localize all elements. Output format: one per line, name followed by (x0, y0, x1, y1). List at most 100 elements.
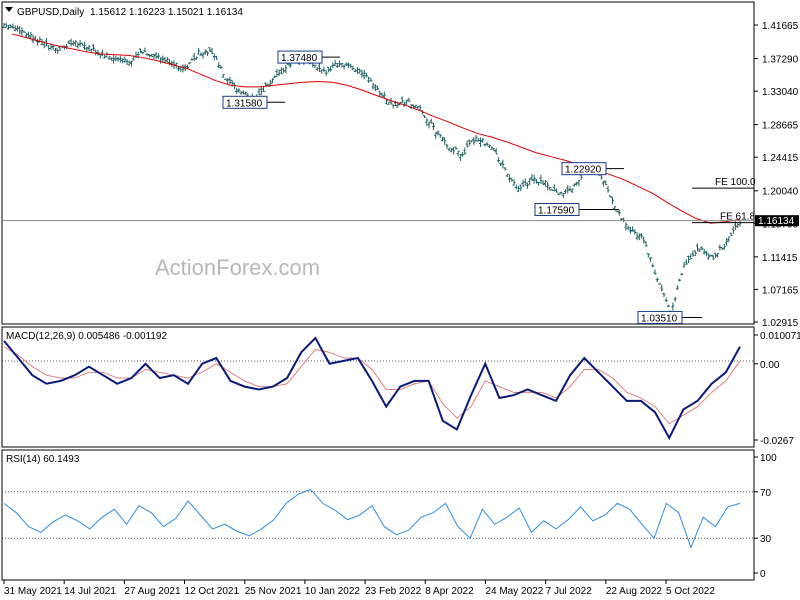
price-bar (152, 54, 156, 60)
price-bar (20, 27, 24, 37)
price-bar (604, 180, 608, 186)
price-bar (270, 78, 274, 84)
moving-average-line (11, 33, 741, 224)
price-bar (355, 67, 359, 74)
price-bar (322, 66, 326, 72)
price-bar (519, 184, 523, 191)
price-annotations: 1.37480 1.31580 1.22920 1.17590 1.03510 FE 10… (222, 50, 756, 324)
price-bar (548, 186, 552, 191)
price-bar (707, 253, 711, 260)
price-bar (657, 283, 661, 285)
macd-y-tick-label: 0.00 (760, 360, 780, 371)
price-bar (313, 64, 317, 69)
price-bar (666, 304, 670, 307)
price-bar (678, 278, 682, 282)
price-bar (512, 179, 516, 186)
price-watermark: ActionForex.com (155, 255, 320, 280)
price-bar (472, 137, 476, 145)
rsi-y-axis: 100 70 30 0 (754, 453, 777, 580)
price-bar (528, 178, 532, 186)
price-bar (492, 147, 496, 152)
macd-line (3, 336, 741, 441)
price-bar (633, 229, 637, 235)
current-price-tag: 1.16134 (755, 215, 799, 227)
price-bar (130, 60, 134, 67)
price-bar (143, 47, 147, 53)
price-bar (510, 177, 514, 182)
price-bar (414, 104, 418, 109)
macd-y-axis: 0.010071 0.00 -0.0267 (754, 331, 800, 447)
price-bar (470, 140, 474, 143)
price-bar (154, 52, 158, 59)
price-bar (56, 48, 60, 54)
price-bar (499, 162, 503, 167)
x-tick-label: 25 Nov 2021 (245, 586, 302, 597)
price-bar (467, 139, 471, 146)
price-bar (362, 69, 366, 80)
price-bar (364, 73, 368, 78)
price-bar (478, 137, 482, 147)
price-bar (333, 59, 337, 67)
x-tick-label: 7 Jul 2022 (546, 586, 593, 597)
price-bar (237, 88, 241, 93)
price-bar (508, 174, 512, 183)
price-panel: ActionForex.com 1.41665 1.37290 1.33040 1.2… (1, 1, 799, 329)
price-bar (523, 178, 527, 186)
price-bar (436, 130, 440, 136)
menu-triangle-icon[interactable] (5, 7, 13, 12)
price-bar (206, 51, 210, 56)
price-bar (653, 269, 657, 275)
price-bar (13, 25, 17, 32)
price-bar (617, 209, 621, 216)
price-bar (257, 88, 261, 96)
header: GBPUSD,Daily 1.15612 1.16223 1.15021 1.1… (5, 7, 243, 18)
level-box (561, 162, 607, 176)
price-bar (369, 78, 373, 82)
price-bar (235, 87, 239, 94)
price-bar (445, 143, 449, 149)
x-tick-label: 27 Aug 2021 (124, 586, 181, 597)
level-label: 1.22920 (565, 165, 602, 176)
price-bar (631, 226, 635, 232)
level-label: 1.03510 (641, 313, 678, 324)
price-bar (642, 236, 646, 244)
x-tick-label: 31 May 2021 (4, 586, 62, 597)
level-label: 1.17590 (538, 206, 575, 217)
price-bar (624, 222, 628, 231)
price-bar (91, 44, 95, 52)
price-bar (660, 284, 664, 292)
price-bar (221, 73, 225, 78)
price-bar (606, 185, 610, 193)
price-bar (27, 31, 31, 38)
price-bar (713, 252, 717, 258)
price-bar (190, 57, 194, 61)
price-bar (463, 147, 467, 155)
x-tick-label: 5 Oct 2022 (666, 586, 715, 597)
price-bar (691, 250, 695, 257)
price-bar (53, 48, 57, 54)
rsi-line (3, 488, 741, 549)
price-bar (577, 180, 581, 187)
price-bar (387, 101, 391, 106)
price-bar (317, 62, 321, 72)
level-box (222, 95, 268, 109)
price-bar (440, 136, 444, 142)
macd-title: MACD(12,26,9) 0.005486 -0.001192 (6, 331, 167, 342)
price-bar (725, 237, 729, 246)
price-bar (532, 174, 536, 184)
price-bar (402, 101, 406, 107)
price-bar (223, 78, 227, 80)
price-bar (165, 56, 169, 63)
macd-signal-line (3, 346, 741, 425)
price-bar (514, 184, 518, 190)
price-bar (344, 62, 348, 67)
price-bar (217, 62, 221, 69)
price-bar (127, 60, 131, 66)
price-bar (505, 173, 509, 178)
rsi-y-tick-label: 70 (760, 488, 772, 499)
price-bar (673, 296, 677, 302)
price-bar (700, 246, 704, 251)
price-bar (671, 302, 675, 311)
price-bar (640, 233, 644, 239)
